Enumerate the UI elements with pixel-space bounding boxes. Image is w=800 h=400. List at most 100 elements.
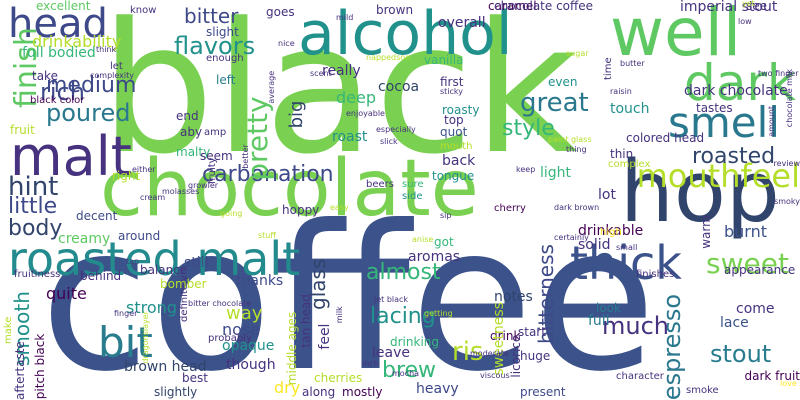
word-beers: beers — [366, 179, 394, 190]
word-solid: solid — [578, 237, 611, 253]
word-roast: roast — [332, 129, 368, 145]
word-mouthfeel: mouthfeel — [636, 157, 800, 195]
word-yet: yet — [742, 0, 755, 8]
word-medium: medium — [46, 73, 137, 98]
word-certainly: certainly — [554, 233, 589, 242]
word-nice: nice — [278, 39, 295, 48]
word-thin: thin — [610, 147, 634, 161]
word-still: still — [184, 255, 209, 271]
word-roasted-malt: roasted malt — [8, 232, 301, 286]
word-dry: dry — [274, 378, 301, 397]
word-head: head — [8, 1, 108, 47]
word-left: left — [216, 73, 236, 87]
word-finger: finger — [114, 309, 138, 318]
word-dark-chocolate: dark chocolate — [684, 83, 788, 99]
word-dark: dark — [684, 54, 796, 112]
word-sticky: sticky — [440, 87, 464, 96]
word-tan-head: tan head — [299, 294, 313, 348]
word-brown-head: brown head — [124, 359, 207, 375]
word-bitter: bitter — [184, 4, 239, 28]
word-probably: probably — [208, 333, 252, 344]
word-nose: nose — [222, 320, 261, 339]
word-hoppy: hoppy — [282, 203, 320, 217]
word-excellent: excellent — [36, 0, 91, 13]
word-slightly: slightly — [154, 385, 198, 399]
word-enjoyable: enjoyable — [346, 109, 385, 118]
word-nappedson: nappedson — [366, 53, 411, 62]
word-aromas: aromas — [408, 249, 461, 265]
word-especially: especially — [376, 125, 416, 134]
word-cherry: cherry — [494, 203, 526, 214]
word-sugar: sugar — [566, 49, 589, 58]
word-lacing: lacing — [370, 304, 436, 329]
word-full: full — [588, 313, 610, 329]
word-lace: lace — [720, 315, 749, 331]
word-behind: behind — [80, 269, 122, 283]
word-back: back — [442, 153, 476, 169]
word-malty: malty — [176, 145, 211, 159]
word-poured: poured — [46, 99, 131, 127]
word-opaque: opaque — [222, 338, 275, 354]
word-drinking: drinking — [390, 335, 439, 349]
word-start: start — [518, 325, 546, 339]
word-dragonslayer: dragonslayer — [141, 311, 150, 364]
word-molasses: molasses — [162, 187, 200, 196]
word-way: way — [226, 303, 263, 324]
word-ris: ris — [452, 337, 484, 367]
word-chocolate-milk: chocolate milk — [785, 68, 794, 128]
word-time: time — [603, 57, 614, 80]
word-viscous: viscous — [480, 371, 510, 380]
word-creamy: creamy — [58, 231, 111, 247]
word-amount: amount — [767, 105, 776, 137]
word-finishes: finishes — [636, 269, 675, 280]
word-great: great — [520, 88, 589, 118]
word-chocolate: chocolate — [100, 144, 479, 234]
word-complex: complex — [608, 159, 651, 170]
word-know: know — [130, 5, 157, 16]
word-stout: stout — [710, 340, 772, 368]
word-pitch-black: pitch black — [33, 333, 47, 400]
word-almost: almost — [366, 260, 441, 285]
word-strong: strong — [126, 298, 177, 317]
word-mostly: mostly — [342, 385, 383, 399]
word-butter: butter — [620, 59, 645, 68]
word-review: review — [773, 159, 800, 168]
word-first: first — [440, 75, 464, 89]
word-cherries: cherries — [314, 371, 363, 385]
word-notes: notes — [494, 289, 533, 305]
word-slick: slick — [380, 137, 398, 146]
word-along: along — [302, 385, 336, 399]
word-burnt: burnt — [724, 222, 768, 241]
word-think: think — [96, 45, 117, 54]
word-fruitiness: fruitiness — [14, 269, 61, 280]
word-milk: milk — [335, 306, 344, 324]
word-thanks: thanks — [236, 273, 284, 289]
word-light: light — [540, 165, 572, 181]
word-though: though — [226, 357, 276, 373]
word-really: really — [322, 63, 361, 79]
word-smell: smell — [668, 98, 780, 147]
word-enough: enough — [206, 53, 244, 64]
word-top: top — [444, 113, 464, 127]
word-deep: deep — [336, 88, 376, 107]
word-sip: sip — [440, 211, 452, 220]
word-chocolate-coffee: chocolate coffee — [494, 0, 594, 13]
word-aby: aby — [180, 125, 203, 139]
word-right: right — [112, 169, 141, 183]
word-smoke: smoke — [686, 385, 719, 396]
word-decent: decent — [76, 209, 118, 223]
word-growler: growler — [188, 181, 219, 190]
word-low: low — [738, 17, 752, 26]
word-cocoa: cocoa — [378, 79, 420, 95]
word-getting: getting — [424, 309, 453, 318]
word-appearance: appearance — [724, 263, 796, 277]
word-full-bodied: full bodied — [22, 45, 96, 61]
word-high: high — [600, 227, 622, 238]
word-balance: balance — [140, 263, 188, 277]
word-even: even — [548, 75, 578, 89]
word-either: either — [132, 165, 156, 174]
word-overall: overall — [438, 15, 486, 31]
word-vanilla: vanilla — [424, 53, 464, 67]
word-dark-fruit: dark fruit — [744, 369, 800, 383]
word-see: see — [746, 0, 768, 13]
